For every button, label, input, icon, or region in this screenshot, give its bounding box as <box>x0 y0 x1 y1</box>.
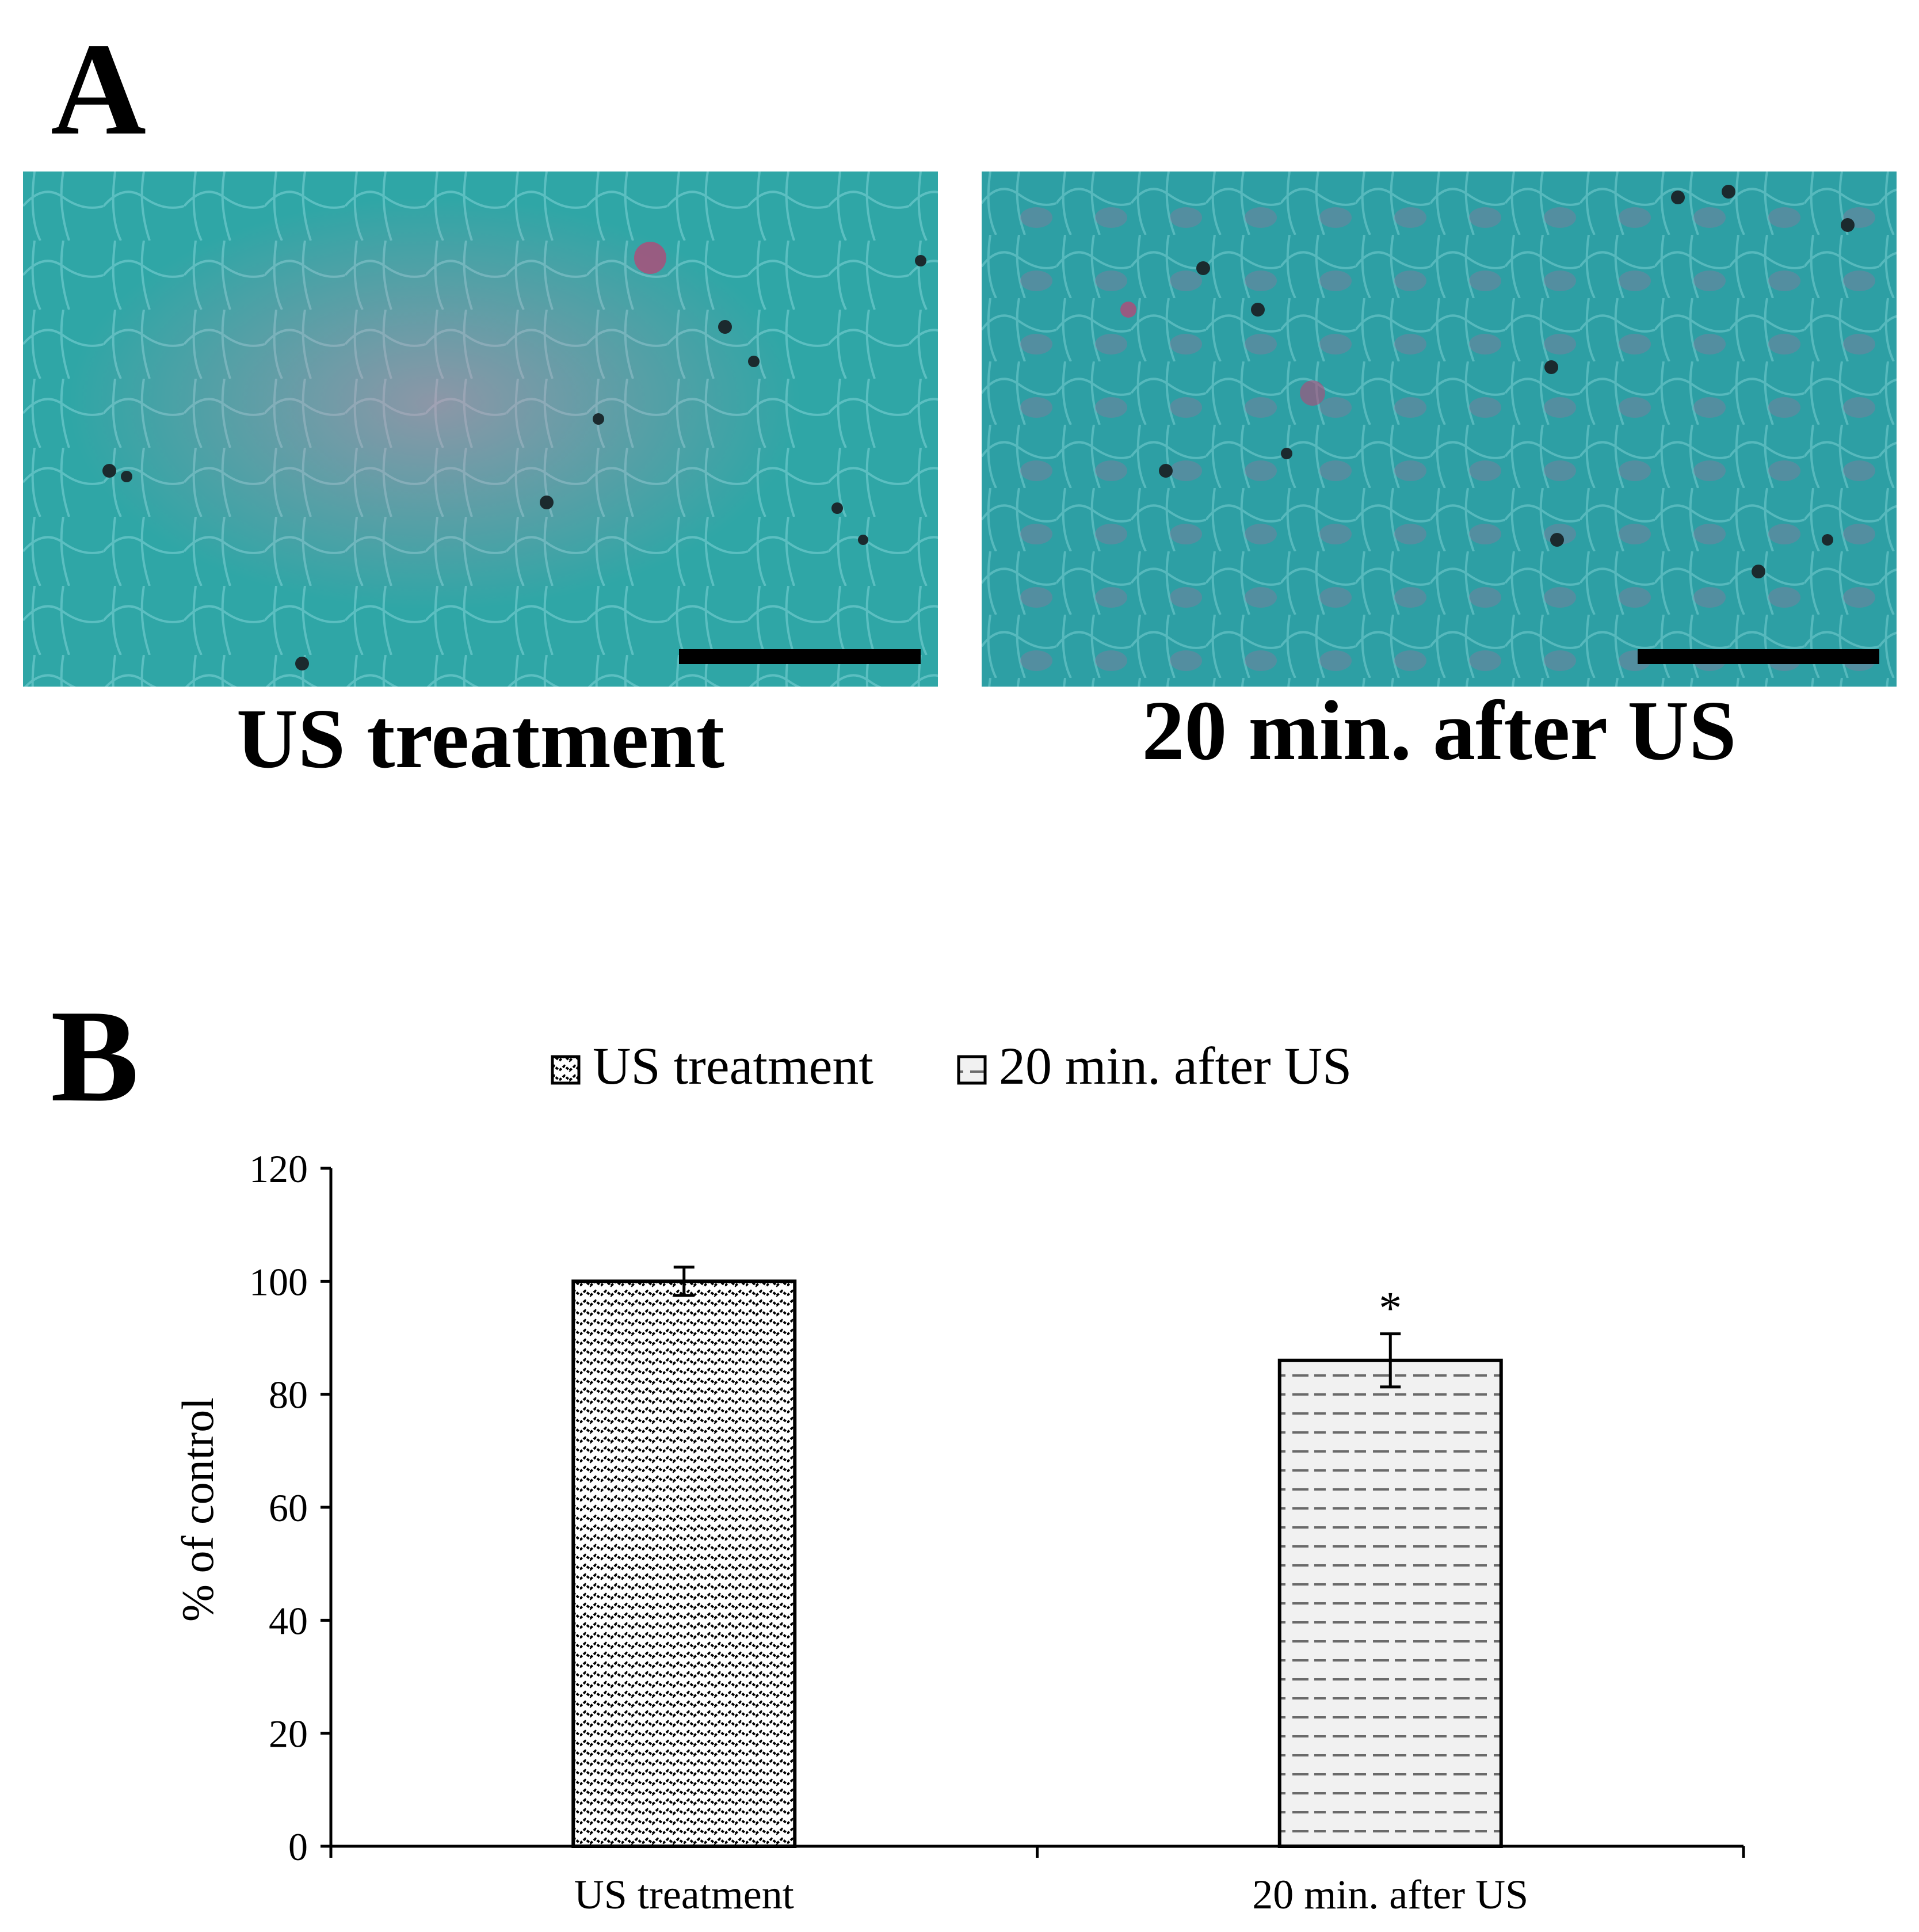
y-tick-label: 60 <box>269 1486 308 1530</box>
bars: * <box>571 1266 1503 1849</box>
y-tick-label: 0 <box>288 1825 308 1869</box>
bar-chart: US treatment 20 min. after US % of contr… <box>173 1037 1745 1918</box>
significance-marker: * <box>1379 1283 1402 1334</box>
scale-bar <box>1638 649 1879 664</box>
scale-bar <box>679 649 921 664</box>
y-tick-label: 40 <box>269 1599 308 1643</box>
error-bar-0 <box>673 1266 695 1297</box>
panel-a-label: A <box>51 16 147 162</box>
y-tick-label: 100 <box>249 1260 308 1304</box>
chart-legend: US treatment 20 min. after US <box>551 1037 1352 1095</box>
y-tick-label: 20 <box>269 1712 308 1756</box>
micrograph-caption-us-treatment: US treatment <box>236 692 725 786</box>
legend-label-us-treatment: US treatment <box>593 1037 873 1095</box>
x-axis: US treatment 20 min. after US <box>329 1845 1745 1918</box>
micrograph-20-min-after-us <box>982 172 1897 687</box>
panel-b-label: B <box>51 982 139 1129</box>
y-tick-label: 120 <box>249 1147 308 1191</box>
y-axis-label: % of control <box>173 1397 223 1622</box>
legend-swatch-20-min-after-us <box>957 1055 987 1085</box>
x-tick-label-0: US treatment <box>574 1872 794 1918</box>
bar-0 <box>571 1279 797 1849</box>
micrograph-nuclei <box>102 255 926 670</box>
legend-label-20-min-after-us: 20 min. after US <box>999 1037 1352 1095</box>
micrograph-us-treatment <box>23 172 938 687</box>
x-tick-label-1: 20 min. after US <box>1252 1872 1528 1918</box>
y-tick-label: 80 <box>269 1373 308 1417</box>
micrograph-nuclei <box>1159 185 1855 578</box>
bar-1 <box>1277 1358 1503 1848</box>
legend-swatch-us-treatment <box>551 1055 581 1085</box>
y-axis: 0 20 40 60 80 100 120 <box>249 1147 333 1869</box>
error-bar-1 <box>1380 1332 1401 1389</box>
micrograph-caption-20-min-after-us: 20 min. after US <box>1142 684 1737 778</box>
